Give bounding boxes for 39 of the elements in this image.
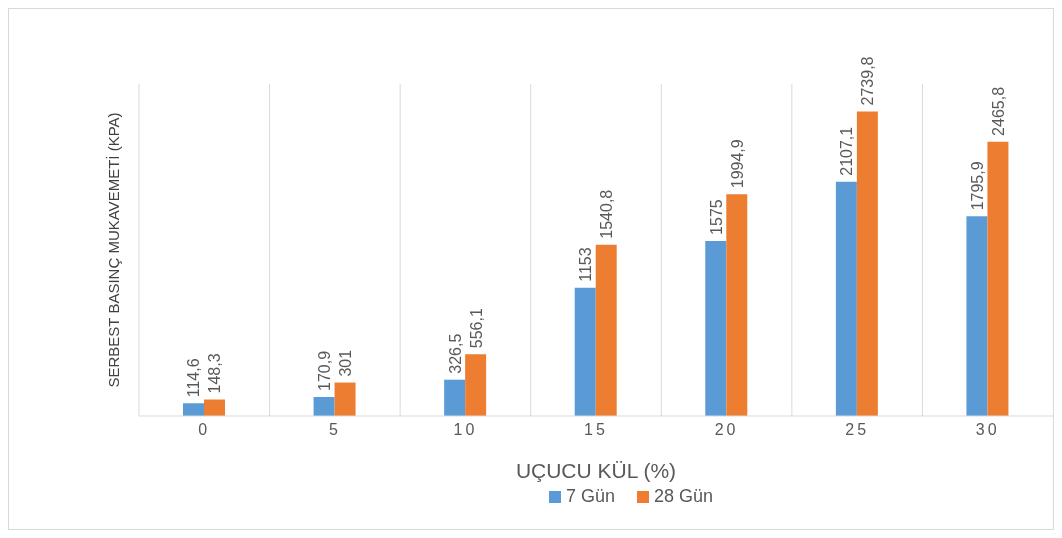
data-label: 556,1: [467, 308, 485, 349]
bar: [465, 354, 487, 416]
bar: [595, 244, 617, 416]
data-label: 114,6: [185, 358, 203, 398]
data-label: 2465,8: [989, 86, 1007, 136]
bar: [334, 382, 356, 416]
data-label: 326,5: [446, 333, 464, 374]
x-tick-label: 30: [975, 421, 1000, 439]
x-tick-label: 25: [845, 421, 870, 439]
bar: [313, 397, 335, 416]
data-label: 301: [337, 349, 355, 377]
x-tick-label: 10: [453, 421, 478, 439]
bar: [444, 379, 466, 416]
x-tick-label: 20: [714, 421, 739, 439]
bar: [966, 216, 988, 416]
data-label: 170,9: [316, 350, 334, 391]
bar: [183, 403, 204, 416]
data-label: 1795,9: [968, 161, 986, 211]
bar: [705, 240, 727, 416]
data-label: 1994,9: [728, 139, 746, 189]
legend-label: 7 Gün: [565, 486, 615, 507]
data-label: 1540,8: [598, 189, 616, 239]
data-label: 148,3: [206, 353, 224, 394]
x-tick-label: 5: [328, 421, 341, 439]
x-tick-label: 15: [584, 421, 608, 439]
bar: [856, 111, 878, 416]
bar: [726, 194, 748, 416]
bar: [204, 399, 225, 416]
bar: [987, 141, 1009, 416]
x-tick-label: 0: [198, 421, 211, 439]
data-label: 2107,1: [838, 126, 856, 176]
y-axis-title: SERBEST BASINÇ MUKAVEMETİ (KPA): [105, 112, 123, 388]
bar: [835, 181, 857, 416]
legend-label: 28 Gün: [654, 486, 714, 507]
bar: [574, 287, 596, 416]
data-label: 1153: [577, 247, 595, 282]
data-label: 1575: [707, 199, 725, 235]
data-label: 2739,8: [859, 56, 877, 106]
x-axis-title: UÇUCU KÜL (%): [515, 459, 677, 482]
